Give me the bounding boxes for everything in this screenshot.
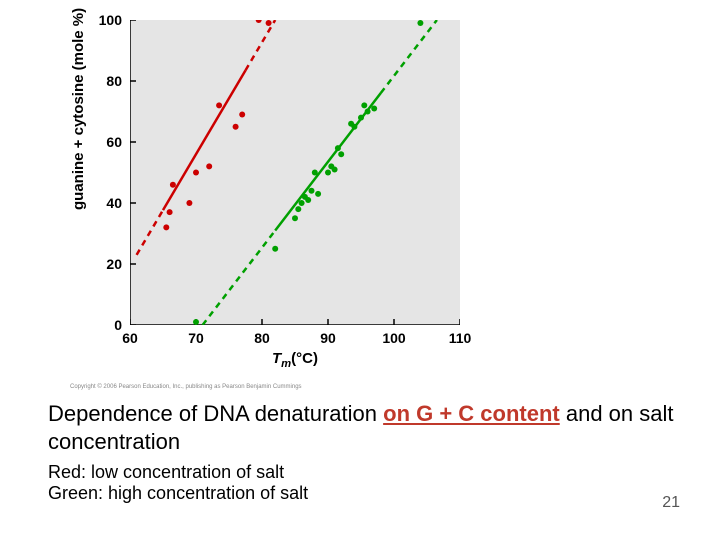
y-tick-label: 0 [72, 317, 122, 333]
x-axis-label: Tm(°C) [130, 350, 460, 370]
chart: 60708090100110 020406080100 guanine + cy… [70, 10, 510, 380]
caption: Dependence of DNA denaturation on G + C … [48, 400, 678, 455]
page-number: 21 [662, 494, 680, 512]
x-tick-label: 80 [254, 330, 270, 346]
copyright-text: Copyright © 2006 Pearson Education, Inc.… [70, 384, 302, 390]
plot-area [130, 20, 460, 325]
x-tick-label: 110 [449, 330, 472, 346]
x-tick-label: 90 [320, 330, 336, 346]
y-tick-label: 20 [72, 256, 122, 272]
legend-green: Green: high concentration of salt [48, 483, 308, 504]
x-tick-label: 100 [382, 330, 405, 346]
x-tick-label: 60 [122, 330, 138, 346]
chart-svg [130, 20, 460, 325]
caption-prefix: Dependence of DNA denaturation [48, 401, 383, 426]
x-tick-label: 70 [188, 330, 204, 346]
caption-highlight: on G + C content [383, 401, 560, 426]
y-axis-label: guanine + cytosine (mole %) [70, 8, 87, 210]
legend: Red: low concentration of salt Green: hi… [48, 462, 308, 503]
legend-red: Red: low concentration of salt [48, 462, 308, 483]
